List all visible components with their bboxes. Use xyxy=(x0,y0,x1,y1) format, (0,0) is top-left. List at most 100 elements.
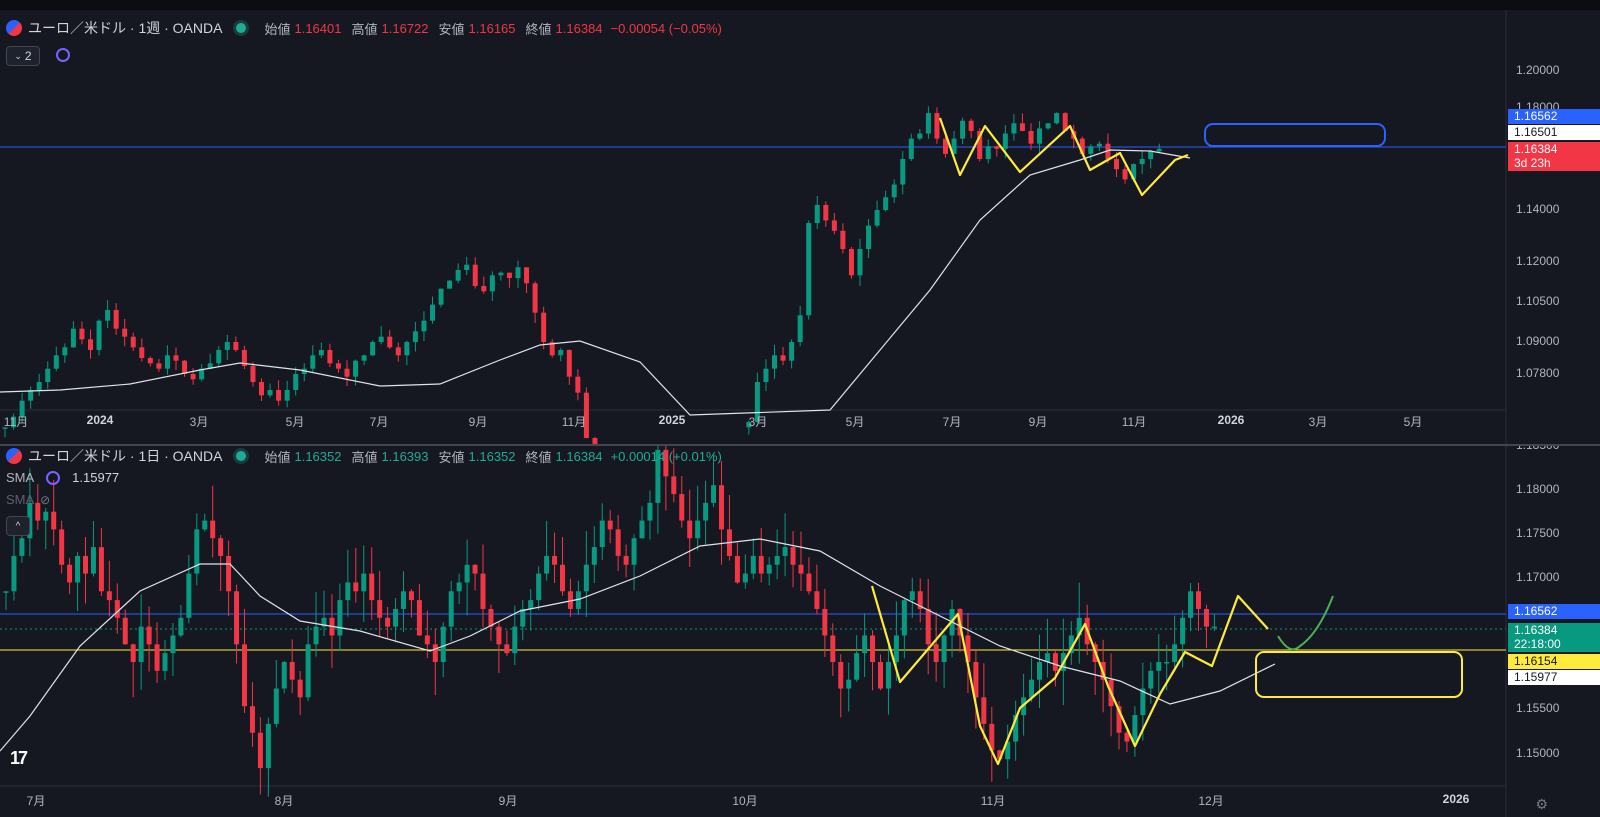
daily-candle xyxy=(170,623,176,676)
indicators-collapse-button[interactable]: ⌄ 2 xyxy=(6,46,40,66)
tradingview-logo[interactable]: 17 xyxy=(10,748,28,768)
daily-candle xyxy=(83,537,88,604)
target-zone-box xyxy=(1255,651,1463,698)
candle-body xyxy=(1196,591,1201,609)
daily-candle xyxy=(130,643,136,698)
daily-candle xyxy=(695,485,701,551)
daily-candle xyxy=(11,529,17,601)
time-tick-label: 7月 xyxy=(942,415,962,429)
candle-body xyxy=(88,339,93,350)
daily-candle xyxy=(1076,582,1082,664)
candle-body xyxy=(310,355,316,369)
weekly-candle xyxy=(412,321,418,352)
daily-candle xyxy=(1156,634,1162,693)
candle-body xyxy=(224,342,230,350)
sma-indicator-row[interactable]: SMA 1.15977 xyxy=(6,470,119,485)
open-label: 始値 xyxy=(264,21,291,37)
candle-body xyxy=(1052,653,1058,671)
candle-body xyxy=(226,555,232,592)
sma-line xyxy=(0,538,1276,752)
candle-body xyxy=(552,555,558,565)
weekly-candle xyxy=(378,326,384,345)
daily-candle xyxy=(1148,662,1154,704)
daily-chart-canvas[interactable] xyxy=(0,446,1600,817)
candle-body xyxy=(797,315,803,342)
time-tick-label: 3月 xyxy=(189,415,209,429)
daily-candle xyxy=(3,591,9,610)
candle-body xyxy=(1156,662,1162,671)
price-tag: 1.16562 xyxy=(1508,109,1600,124)
candle-body xyxy=(536,573,542,601)
price-tag: 1.16501 xyxy=(1508,125,1600,140)
weekly-candle xyxy=(421,311,427,342)
time-tick-label: 9月 xyxy=(468,415,488,429)
daily-candle xyxy=(663,446,669,511)
candle-body xyxy=(498,272,504,276)
candle-body xyxy=(742,573,748,583)
daily-chart-pane[interactable]: ユーロ／米ドル · 1日 · OANDA 始値 1.16352 高値 1.163… xyxy=(0,446,1600,817)
pane-divider[interactable] xyxy=(0,444,1600,446)
candle-body xyxy=(663,449,669,477)
candle-body xyxy=(455,270,461,281)
weekly-chart-pane[interactable]: ユーロ／米ドル · 1週 · OANDA 始値 1.16401 高値 1.167… xyxy=(0,0,1600,444)
time-tick-label: 5月 xyxy=(845,415,865,429)
weekly-candle xyxy=(925,106,931,139)
daily-candle xyxy=(1052,650,1058,687)
weekly-candle xyxy=(395,342,401,362)
collapse-up-button[interactable]: ^ xyxy=(6,516,30,536)
time-tick-label: 11月 xyxy=(980,794,1006,808)
candle-body xyxy=(447,280,453,289)
daily-legend: ユーロ／米ドル · 1日 · OANDA 始値 1.16352 高値 1.163… xyxy=(6,446,722,466)
weekly-candle xyxy=(1148,149,1154,169)
price-tick-label: 1.09000 xyxy=(1516,334,1560,348)
candle-body xyxy=(734,555,740,583)
candle-body xyxy=(1002,133,1008,149)
sync-icon[interactable] xyxy=(46,470,61,485)
candle-body xyxy=(943,138,948,154)
symbol-title[interactable]: ユーロ／米ドル · 1日 · OANDA xyxy=(28,448,223,464)
daily-candle xyxy=(504,630,510,656)
sma2-indicator-row[interactable]: SMA ⊘ xyxy=(6,492,50,507)
change-value: −0.00054 (−0.05%) xyxy=(610,20,722,36)
daily-candle xyxy=(901,598,907,659)
price-tick-label: 1.15500 xyxy=(1516,701,1560,715)
candle-body xyxy=(823,204,829,221)
candle-body xyxy=(973,662,979,698)
candle-body xyxy=(968,120,974,131)
weekly-candle xyxy=(113,303,119,335)
candle-body xyxy=(130,336,136,348)
candle-body xyxy=(941,635,947,662)
time-tick-label: 11月 xyxy=(1121,415,1147,429)
candle-body xyxy=(504,644,510,654)
weekly-candle xyxy=(934,107,940,144)
candle-body xyxy=(43,511,49,521)
symbol-title[interactable]: ユーロ／米ドル · 1週 · OANDA xyxy=(28,20,223,36)
candle-body xyxy=(798,564,804,574)
weekly-candle xyxy=(11,413,17,430)
daily-candle xyxy=(1188,583,1194,632)
weekly-chart-canvas[interactable] xyxy=(0,10,1600,444)
sma-value: 1.15977 xyxy=(72,470,120,485)
candle-body xyxy=(885,662,891,689)
hidden-eye-icon[interactable]: ⊘ xyxy=(40,492,51,507)
weekly-candle xyxy=(797,305,803,347)
weekly-candle xyxy=(284,380,290,408)
daily-candle xyxy=(1029,657,1035,702)
daily-candle xyxy=(607,510,613,544)
candle-body xyxy=(122,328,128,337)
candle-body xyxy=(994,146,1000,149)
daily-candle xyxy=(1013,700,1019,761)
daily-candle xyxy=(591,526,597,584)
settings-gear-icon[interactable]: ⚙ xyxy=(1535,796,1548,812)
daily-candle xyxy=(806,557,812,595)
daily-candle xyxy=(1037,634,1042,709)
candle-body xyxy=(1132,715,1138,742)
daily-candle xyxy=(1211,613,1217,632)
weekly-candle xyxy=(276,380,282,406)
daily-candle xyxy=(353,547,359,603)
candle-body xyxy=(276,390,282,401)
low-value: 1.16165 xyxy=(468,20,516,36)
candle-body xyxy=(623,555,629,565)
weekly-candle xyxy=(164,345,170,375)
sync-icon[interactable] xyxy=(56,48,70,62)
